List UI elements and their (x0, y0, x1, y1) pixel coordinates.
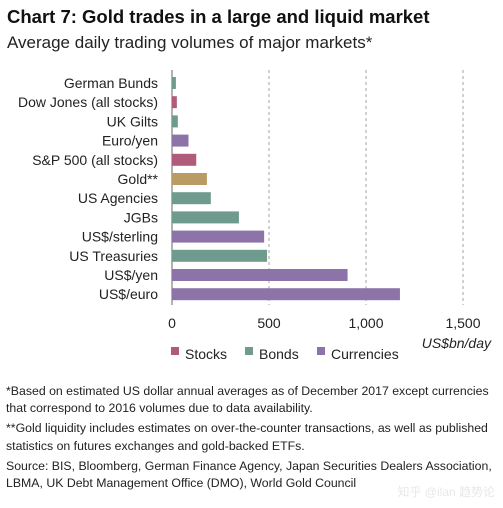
category-label: German Bunds (64, 75, 158, 91)
category-label: US Agencies (78, 190, 158, 206)
category-label: US Treasuries (69, 248, 158, 264)
bar (172, 269, 348, 281)
category-label: US$/sterling (82, 229, 158, 245)
bar (172, 134, 189, 147)
gridlines (171, 70, 464, 305)
x-tick-label: 500 (257, 315, 281, 331)
chart-subtitle: Average daily trading volumes of major m… (7, 33, 373, 52)
legend-swatch (171, 347, 179, 355)
source-note: Source: BIS, Bloomberg, German Finance A… (6, 458, 492, 491)
bar (172, 173, 207, 185)
category-label: UK Gilts (107, 113, 158, 129)
bar (172, 288, 400, 301)
bar (172, 77, 176, 89)
legend-label: Stocks (185, 346, 227, 362)
x-axis-unit: US$bn/day (422, 335, 492, 351)
bar (172, 211, 239, 224)
x-tick-label: 0 (168, 315, 176, 331)
x-axis: 0 500 1,000 1,500 US$bn/day (168, 315, 492, 351)
category-label: US$/euro (99, 286, 158, 302)
bar-chart: German Bunds Dow Jones (all stocks) UK Gil… (18, 70, 492, 362)
legend-label: Bonds (259, 346, 299, 362)
category-label: Gold** (118, 171, 159, 187)
bar (172, 115, 178, 128)
x-tick-label: 1,000 (348, 315, 383, 331)
footnotes: *Based on estimated US dollar annual ave… (6, 383, 498, 495)
x-tick-label: 1,500 (445, 315, 480, 331)
bar (172, 230, 265, 243)
category-labels: German Bunds Dow Jones (all stocks) UK Gil… (18, 75, 159, 302)
category-label: S&P 500 (all stocks) (32, 152, 158, 168)
footnote-basis: *Based on estimated US dollar annual ave… (6, 384, 489, 416)
bars (172, 77, 400, 301)
bar (172, 153, 197, 166)
chart-title: Chart 7: Gold trades in a large and liqu… (7, 6, 430, 27)
legend-label: Currencies (331, 346, 399, 362)
category-label: JGBs (124, 209, 158, 225)
legend-swatch (245, 347, 253, 355)
footnote-gold: **Gold liquidity includes estimates on o… (6, 421, 488, 453)
category-label: US$/yen (104, 267, 158, 283)
bar (172, 96, 177, 109)
category-label: Euro/yen (102, 133, 158, 149)
legend-swatch (317, 347, 325, 355)
category-label: Dow Jones (all stocks) (18, 94, 158, 110)
watermark: 知乎 @ilan 趋势论 (397, 485, 495, 499)
bar (172, 249, 268, 262)
legend: Stocks Bonds Currencies (171, 346, 399, 362)
bar (172, 192, 211, 205)
